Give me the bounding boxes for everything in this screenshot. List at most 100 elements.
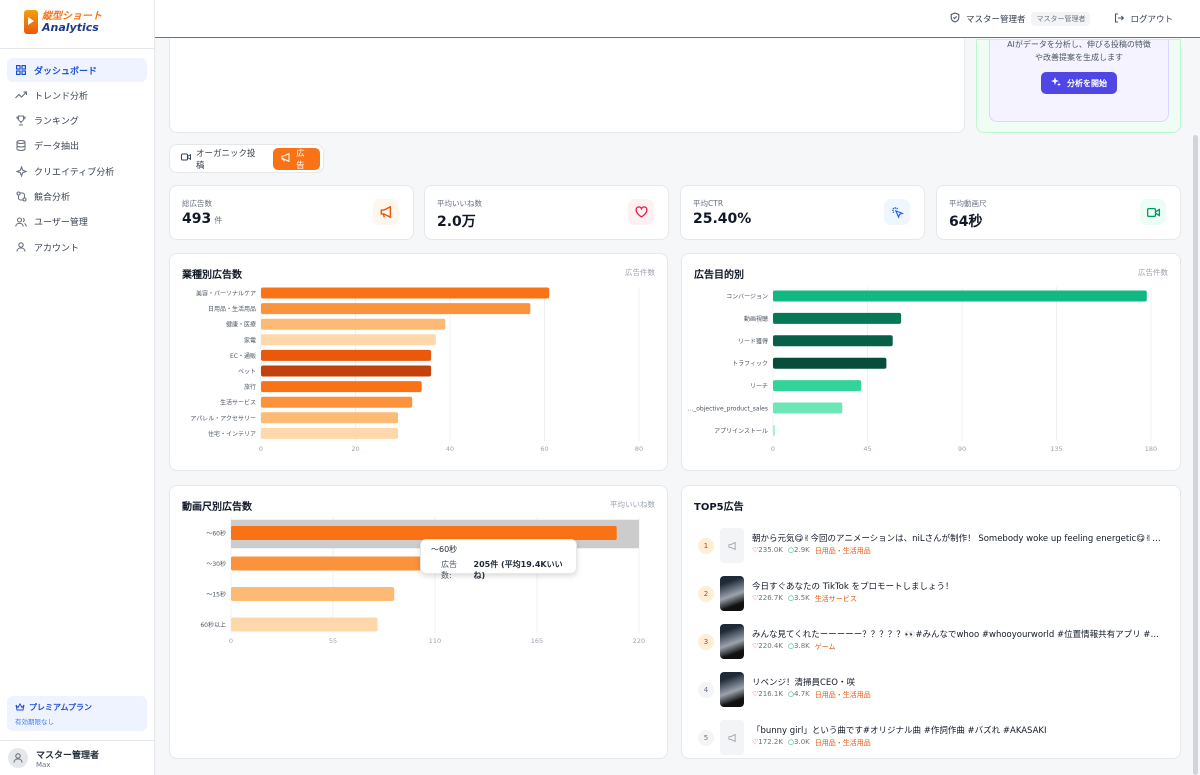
sidebar-item-account[interactable]: アカウント bbox=[7, 235, 147, 259]
rank-badge: 1 bbox=[698, 538, 714, 554]
ad-title[interactable]: みんな見てくれたーーーーー？？？？？👀#みんなでwhoo #whooyourwo… bbox=[752, 630, 1162, 640]
x-tick-label: 110 bbox=[429, 637, 441, 645]
duration-bar-chart: 0 55 110 165 220 〜60秒〜30秒〜15秒 60秒以上 bbox=[200, 517, 645, 645]
tab-organic[interactable]: オーガニック投稿 bbox=[173, 148, 269, 171]
bar bbox=[773, 357, 887, 369]
y-tick-label: アパレル・アクセサリー bbox=[190, 415, 256, 422]
megaphone-icon[interactable] bbox=[720, 528, 744, 563]
rank-badge: 5 bbox=[698, 730, 714, 746]
sidebar-item-dashboard[interactable]: ダッシュボード bbox=[7, 58, 147, 82]
top5-list-item[interactable]: 4 リベンジ！清掃員CEO・咲 ♡216.1K ○4.7K 日用品・生活用品 bbox=[698, 670, 1158, 710]
start-analysis-button[interactable]: 分析を開始 bbox=[1041, 72, 1117, 94]
y-tick-label: 日用品・生活用品 bbox=[208, 305, 256, 313]
video-thumbnail[interactable] bbox=[720, 624, 744, 659]
megaphone-icon bbox=[373, 199, 399, 225]
bar bbox=[231, 526, 617, 540]
duration-chart-card: 動画尺別広告数 平均いいね数 0 55 110 165 220 〜60秒 〜30秒 〜15秒 6… bbox=[169, 485, 668, 759]
ad-meta: ♡226.7K ○3.5K 生活サービス bbox=[752, 594, 857, 604]
megaphone-icon[interactable] bbox=[720, 720, 744, 755]
scrollbar[interactable] bbox=[1193, 135, 1198, 775]
chart-title: 業種別広告数 bbox=[182, 270, 242, 281]
bar bbox=[261, 334, 436, 346]
tab-ads[interactable]: 広告 bbox=[273, 147, 320, 171]
top5-list-item[interactable]: 2 今日すぐあなたの TikTok をプロモートしましょう！ ♡226.7K ○3.5… bbox=[698, 574, 1158, 614]
sidebar-item-label: クリエイティブ分析 bbox=[34, 167, 115, 178]
sidebar-item-competitor[interactable]: 競合分析 bbox=[7, 184, 147, 208]
bar bbox=[261, 412, 399, 424]
app-logo[interactable]: 縦型ショート Analytics bbox=[24, 10, 102, 34]
comments-count: ○2.9K bbox=[788, 546, 810, 556]
sidebar-item-data-extract[interactable]: データ抽出 bbox=[7, 134, 147, 158]
tooltip-value: 205件 (平均19.4Kいいね) bbox=[473, 560, 563, 580]
likes-count: ♡220.4K bbox=[752, 642, 783, 652]
ad-meta: ♡220.4K ○3.8K ゲーム bbox=[752, 642, 836, 652]
y-tick-label: コンバージョン bbox=[726, 294, 768, 301]
bar bbox=[261, 287, 550, 299]
bar bbox=[773, 380, 862, 392]
compare-icon bbox=[15, 190, 27, 202]
sidebar-item-label: アカウント bbox=[34, 243, 80, 254]
grid-icon bbox=[15, 64, 27, 76]
likes-count: ♡235.0K bbox=[752, 546, 783, 556]
bar bbox=[261, 381, 422, 393]
y-tick-label: ペット bbox=[238, 369, 256, 376]
y-tick-label: アプリインストール bbox=[714, 428, 768, 435]
stat-card-avg-likes: 平均いいね数 2.0万 bbox=[424, 185, 669, 240]
top5-list-item[interactable]: 1 朝から元気😋✌今回のアニメーションは、niLさんが制作！ Somebody w… bbox=[698, 526, 1162, 566]
bar bbox=[773, 424, 776, 436]
x-tick-label: 60 bbox=[540, 445, 548, 453]
ad-category: ゲーム bbox=[814, 643, 836, 651]
divider bbox=[0, 48, 155, 49]
likes-value: 235.0K bbox=[758, 546, 783, 554]
stat-unit: 件 bbox=[214, 216, 223, 225]
ad-title[interactable]: リベンジ！清掃員CEO・咲 bbox=[752, 678, 855, 688]
tooltip-title: 〜60秒 bbox=[431, 545, 458, 554]
top-header: マスター管理者 マスター管理者 ログアウト bbox=[155, 0, 1200, 38]
logout-icon bbox=[1114, 12, 1125, 26]
crown-icon bbox=[15, 702, 25, 713]
sidebar-nav: ダッシュボード トレンド分析 ランキング データ抽出 クリエイティブ分析 競合分… bbox=[7, 58, 147, 260]
sidebar-item-creative[interactable]: クリエイティブ分析 bbox=[7, 159, 147, 183]
ad-category: 日用品・生活用品 bbox=[814, 691, 871, 699]
stat-value: 25.40% bbox=[693, 211, 752, 227]
top5-list-item[interactable]: 3 みんな見てくれたーーーーー？？？？？👀#みんなでwhoo #whooyourw… bbox=[698, 622, 1162, 662]
stat-card-avg-duration: 平均動画尺 64秒 bbox=[936, 185, 1181, 240]
logout-button[interactable]: ログアウト bbox=[1114, 12, 1173, 26]
user-plan: Max bbox=[36, 760, 51, 769]
stat-value: 493 bbox=[182, 211, 212, 227]
comments-value: 3.0K bbox=[794, 738, 810, 746]
shield-icon bbox=[950, 12, 960, 26]
x-tick-label: 45 bbox=[863, 445, 871, 453]
sidebar-item-label: ユーザー管理 bbox=[34, 218, 88, 229]
trophy-icon bbox=[15, 115, 27, 127]
content-type-tabs: オーガニック投稿 広告 bbox=[169, 144, 324, 173]
sidebar-user[interactable]: マスター管理者 Max bbox=[0, 740, 155, 775]
ai-analysis-panel: AIがデータを分析し、伸びる投稿の特徴や改善提案を生成します 分析を開始 bbox=[989, 40, 1169, 122]
sidebar-item-label: トレンド分析 bbox=[34, 91, 89, 102]
ad-title[interactable]: 朝から元気😋✌今回のアニメーションは、niLさんが制作！ Somebody wo… bbox=[752, 534, 1162, 544]
y-tick-label: 60秒以上 bbox=[200, 621, 226, 629]
comments-count: ○3.0K bbox=[788, 738, 810, 748]
ad-title[interactable]: 「bunny girl」という曲です#オリジナル曲 #作詞作曲 #バズれ #AK… bbox=[752, 726, 1047, 736]
likes-count: ♡172.2K bbox=[752, 738, 783, 748]
stat-label: 平均CTR bbox=[693, 199, 724, 208]
logo-text-top: 縦型ショート bbox=[42, 10, 102, 22]
video-icon bbox=[1140, 199, 1166, 225]
top5-list-item[interactable]: 5 「bunny girl」という曲です#オリジナル曲 #作詞作曲 #バズれ #A… bbox=[698, 718, 1158, 758]
video-thumbnail[interactable] bbox=[720, 672, 744, 707]
x-tick-label: 180 bbox=[1145, 445, 1157, 453]
sidebar-item-users[interactable]: ユーザー管理 bbox=[7, 210, 147, 234]
comments-count: ○4.7K bbox=[788, 690, 810, 700]
comment-icon: ○ bbox=[787, 546, 795, 554]
ad-meta: ♡172.2K ○3.0K 日用品・生活用品 bbox=[752, 738, 871, 748]
ad-category: 生活サービス bbox=[814, 595, 857, 603]
video-thumbnail[interactable] bbox=[720, 576, 744, 611]
sidebar-item-ranking[interactable]: ランキング bbox=[7, 109, 147, 133]
heart-icon: ♡ bbox=[752, 594, 759, 602]
ad-title[interactable]: 今日すぐあなたの TikTok をプロモートしましょう！ bbox=[752, 582, 954, 592]
sidebar-item-trends[interactable]: トレンド分析 bbox=[7, 83, 147, 107]
premium-plan-card[interactable]: プレミアムプラン 有効期限なし bbox=[7, 696, 147, 731]
y-tick-label: 美容・パーソナルケア bbox=[196, 290, 256, 298]
